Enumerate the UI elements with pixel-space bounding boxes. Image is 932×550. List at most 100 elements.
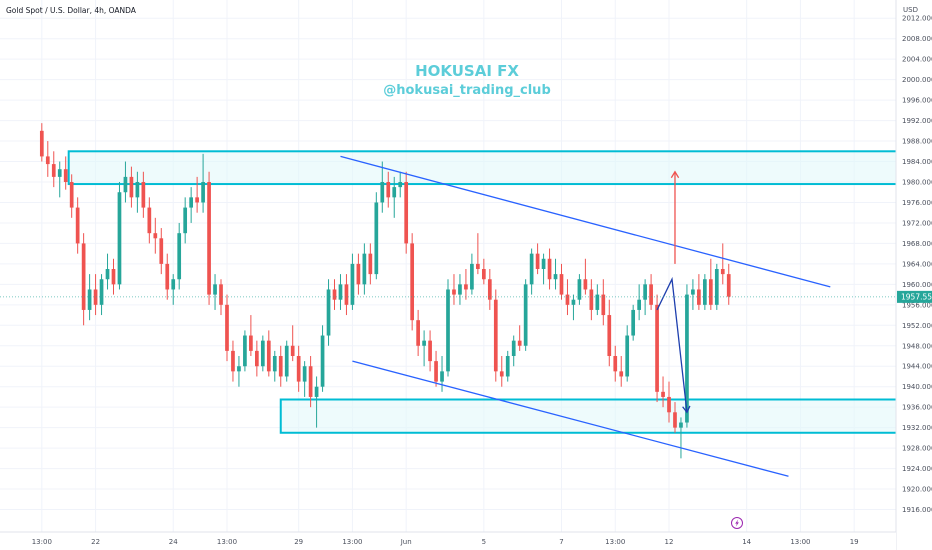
candle — [422, 330, 426, 367]
candle — [290, 325, 295, 362]
trendlines[interactable] — [340, 155, 831, 477]
candle-body — [183, 207, 188, 234]
candle-body — [308, 366, 313, 397]
candle — [344, 274, 349, 316]
candle-body — [350, 263, 355, 305]
lower-trendline[interactable] — [352, 360, 789, 477]
candle — [416, 309, 420, 356]
time-axis-ticks: 13:00 22 24 13:00 29 13:00 Jun 5 7 13:00 12 14 13:00… — [32, 538, 859, 546]
candle — [547, 248, 552, 290]
candle-body — [458, 284, 462, 295]
candle-body — [123, 176, 128, 193]
arrow-head — [670, 170, 680, 179]
candle-body — [189, 197, 193, 208]
candle-body — [452, 289, 456, 295]
price-tick-label: 1964.000 — [902, 260, 932, 268]
candle — [589, 279, 594, 321]
projection-down-path[interactable] — [656, 276, 691, 414]
projection-up-arrow[interactable] — [670, 170, 680, 264]
symbol-title: Gold Spot / U.S. Dollar, 4h, OANDA — [6, 6, 137, 15]
candle — [697, 274, 701, 310]
candle-body — [374, 202, 379, 275]
price-axis-panel[interactable] — [896, 0, 932, 550]
candle — [189, 187, 193, 223]
candle — [93, 274, 98, 316]
candle-body — [505, 356, 510, 377]
candle — [386, 171, 391, 208]
candle — [428, 330, 432, 372]
candle — [111, 258, 116, 295]
price-tick-label: 1960.000 — [902, 281, 932, 289]
candle-body — [39, 130, 44, 157]
time-tick-label: Jun — [400, 538, 412, 546]
price-tick-label: 1916.000 — [902, 506, 932, 514]
candle — [183, 197, 188, 244]
candle-body — [237, 366, 241, 372]
watermark-handle: @hokusai_trading_club — [383, 83, 551, 98]
candle — [99, 274, 104, 316]
candle — [631, 304, 636, 341]
candle-body — [637, 299, 641, 310]
candle — [51, 151, 56, 188]
candle — [284, 340, 289, 382]
candle — [159, 228, 164, 275]
candle — [231, 340, 235, 382]
candle-body — [535, 253, 540, 269]
candle-body — [278, 356, 283, 377]
price-tick-label: 2012.000 — [902, 15, 932, 23]
price-tick-label: 1976.000 — [902, 199, 932, 207]
candle-body — [708, 279, 713, 305]
candle-body — [726, 274, 731, 297]
candle-body — [499, 371, 504, 377]
price-tick-label: 1956.000 — [902, 301, 932, 309]
candle-body — [356, 263, 361, 285]
candle-body — [673, 412, 677, 428]
candle — [726, 263, 731, 305]
time-tick-label: 19 — [850, 538, 859, 546]
candle-body — [75, 207, 80, 244]
candle — [171, 274, 176, 305]
candle — [320, 325, 325, 392]
candle — [505, 350, 510, 382]
candle — [117, 182, 122, 290]
zones[interactable] — [67, 150, 900, 434]
candle-body — [63, 169, 68, 182]
candle-body — [559, 274, 564, 295]
time-axis-panel[interactable] — [0, 532, 896, 550]
candle-body — [595, 294, 600, 310]
candle-body — [619, 371, 624, 377]
candle — [87, 274, 92, 321]
candle — [661, 376, 665, 408]
watermark-title: HOKUSAI FX — [415, 62, 519, 80]
candle — [452, 274, 456, 305]
candle — [619, 356, 624, 387]
price-tick-label: 2008.000 — [902, 35, 932, 43]
lightning-icon[interactable] — [731, 517, 743, 529]
price-tick-label: 1920.000 — [902, 486, 932, 494]
price-tick-label: 1992.000 — [902, 117, 932, 125]
candle — [571, 294, 576, 321]
candle — [685, 284, 689, 428]
candle — [308, 356, 313, 408]
candle-body — [284, 345, 289, 377]
candle — [613, 345, 618, 382]
price-tick-label: 1952.000 — [902, 322, 932, 330]
candle-body — [470, 263, 474, 290]
candle-body — [51, 164, 56, 177]
upper-trendline[interactable] — [340, 155, 831, 288]
candle — [213, 274, 217, 310]
candle-body — [547, 258, 552, 280]
candle — [243, 330, 247, 372]
candle — [487, 269, 492, 310]
resistance-zone[interactable] — [67, 150, 900, 186]
candle — [362, 243, 367, 295]
candle — [649, 274, 653, 310]
candle — [708, 258, 713, 310]
support-zone[interactable] — [279, 398, 900, 434]
candle — [249, 315, 253, 356]
candle — [123, 161, 128, 203]
candle — [195, 176, 199, 213]
projections[interactable] — [656, 170, 691, 414]
candle — [625, 325, 630, 382]
